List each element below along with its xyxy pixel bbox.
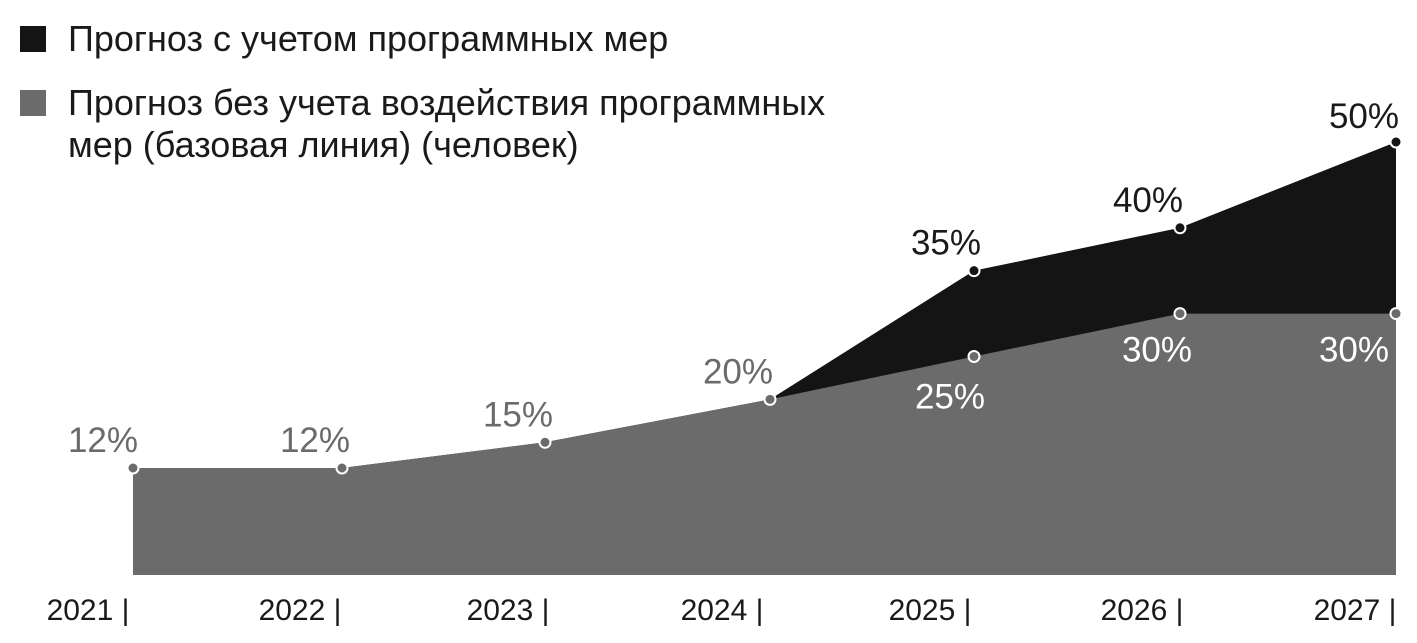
area-baseline <box>133 313 1396 575</box>
chart-legend: Прогноз с учетом программных мер Прогноз… <box>20 18 920 166</box>
data-label-baseline-2024: 20% <box>703 352 773 391</box>
point-baseline-2022 <box>335 461 349 475</box>
point-baseline-2023 <box>538 435 552 449</box>
x-tick-label-2023: 2023 | <box>467 594 550 627</box>
point-programme-2025 <box>967 264 981 278</box>
data-label-baseline-2022: 12% <box>280 421 350 460</box>
data-label-baseline-2025: 25% <box>915 377 985 416</box>
legend-item-programme: Прогноз с учетом программных мер <box>20 18 920 60</box>
data-label-programme-2027: 50% <box>1329 97 1399 136</box>
point-baseline-2024 <box>763 392 777 406</box>
point-programme-2026 <box>1173 221 1187 235</box>
legend-swatch-programme <box>20 26 46 52</box>
x-tick-label-2022: 2022 | <box>259 594 342 627</box>
data-label-baseline-2023: 15% <box>483 395 553 434</box>
legend-swatch-baseline <box>20 90 46 116</box>
point-baseline-2021 <box>126 461 140 475</box>
data-label-baseline-2021: 12% <box>68 421 138 460</box>
data-label-programme-2026: 40% <box>1113 181 1183 220</box>
point-programme-2027 <box>1389 135 1403 149</box>
data-label-programme-2025: 35% <box>911 224 981 263</box>
point-baseline-2027 <box>1389 307 1403 321</box>
data-label-baseline-2027: 30% <box>1319 331 1389 370</box>
point-baseline-2026 <box>1173 307 1187 321</box>
x-tick-label-2025: 2025 | <box>889 594 972 627</box>
x-tick-label-2021: 2021 | <box>47 594 130 627</box>
legend-item-baseline: Прогноз без учета воздействия программны… <box>20 82 920 166</box>
legend-label-programme: Прогноз с учетом программных мер <box>68 18 669 59</box>
x-tick-label-2027: 2027 | <box>1314 594 1397 627</box>
x-tick-label-2026: 2026 | <box>1101 594 1184 627</box>
x-tick-label-2024: 2024 | <box>681 594 764 627</box>
legend-label-baseline: Прогноз без учета воздействия программны… <box>68 82 826 165</box>
point-baseline-2025 <box>967 349 981 363</box>
data-label-baseline-2026: 30% <box>1122 331 1192 370</box>
